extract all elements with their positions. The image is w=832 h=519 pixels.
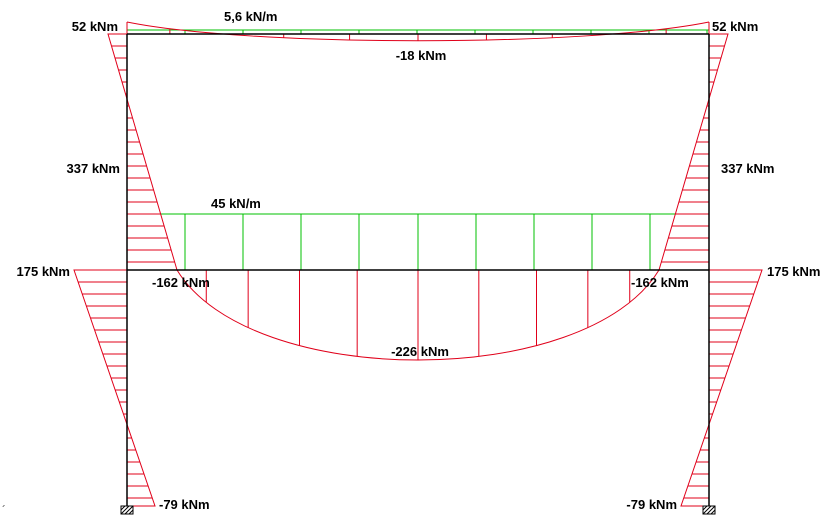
moment-bottom-midspan: -226 kNm — [391, 344, 449, 359]
moment-top-right-corner: 52 kNm — [712, 19, 758, 34]
moment-bottom-left-joint: -162 kNm — [152, 275, 210, 290]
lower-right-column-moment — [680, 269, 763, 507]
moment-upper-left-column: 337 kNm — [67, 161, 120, 176]
fixed-support-icon — [120, 505, 134, 515]
top-beam-load-label: 5,6 kN/m — [224, 9, 277, 24]
moment-lower-left-column-top: 175 kNm — [17, 264, 70, 279]
moment-upper-right-column: 337 kNm — [721, 161, 774, 176]
bottom-beam-load — [126, 213, 710, 271]
fixed-support-icon — [702, 505, 716, 515]
moment-top-left-corner: 52 kNm — [72, 19, 118, 34]
frame-members — [126, 33, 710, 506]
moment-right-base: -79 kNm — [626, 497, 677, 512]
moment-lower-right-column-top: 175 kNm — [767, 264, 820, 279]
moment-hatching — [78, 28, 758, 499]
upper-right-column-moment — [658, 33, 729, 271]
lower-left-column-moment — [73, 269, 156, 507]
bottom-beam-load-label: 45 kN/m — [211, 196, 261, 211]
moment-bottom-right-joint: -162 kNm — [631, 275, 689, 290]
stray-mark: ´ — [2, 503, 6, 517]
upper-left-column-moment — [107, 33, 178, 271]
moment-top-midspan: -18 kNm — [396, 48, 447, 63]
moment-left-base: -79 kNm — [159, 497, 210, 512]
